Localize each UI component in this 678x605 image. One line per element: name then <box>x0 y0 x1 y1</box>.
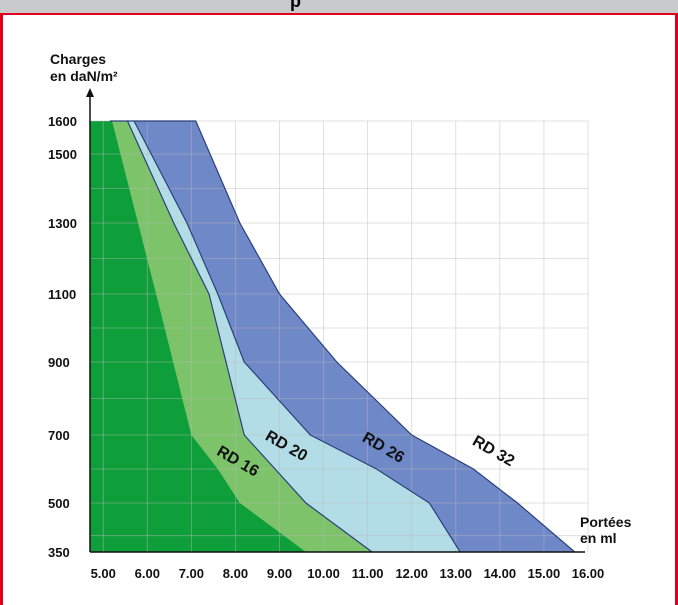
x-axis-title-line1: Portées <box>580 514 632 530</box>
tick-label-layer: 5.00 6.00 7.00 8.00 9.00 10.00 11.00 12.00 13.00… <box>48 114 604 581</box>
y-tick-label: 700 <box>48 428 70 443</box>
y-tick-label: 900 <box>48 355 70 370</box>
x-tick-label: 6.00 <box>135 566 160 581</box>
y-tick-label: 1100 <box>48 287 76 302</box>
x-tick-label: 15.00 <box>528 566 561 581</box>
series-line-rd32 <box>134 120 576 553</box>
x-tick-label: 5.00 <box>91 566 116 581</box>
y-axis-title-line1: Charges <box>50 51 106 67</box>
y-tick-label: 1600 <box>48 114 77 129</box>
y-axis-arrow <box>86 88 94 97</box>
x-tick-label: 7.00 <box>179 566 204 581</box>
axis-layer <box>86 88 585 553</box>
x-tick-label: 13.00 <box>440 566 473 581</box>
grid-layer <box>90 120 589 552</box>
x-tick-label: 12.00 <box>395 566 428 581</box>
y-axis-title-line2: en daN/m² <box>50 68 118 84</box>
series-line-rd26 <box>127 120 461 553</box>
series-layer <box>90 121 575 552</box>
x-tick-label: 14.00 <box>484 566 517 581</box>
header-title: p <box>290 0 301 11</box>
x-tick-label: 10.00 <box>307 566 340 581</box>
series-outline-layer <box>109 120 576 553</box>
series-area-rd16 <box>90 121 306 552</box>
y-tick-label: 500 <box>48 496 70 511</box>
x-tick-label: 11.00 <box>352 566 384 581</box>
frame-right-border <box>675 13 678 605</box>
series-line-rd20 <box>109 120 373 553</box>
series-label-rd32: RD 32 <box>469 433 517 470</box>
frame-left-border <box>0 13 3 605</box>
x-tick-label: 16.00 <box>572 566 605 581</box>
x-tick-label: 9.00 <box>267 566 292 581</box>
y-tick-label: 350 <box>48 545 70 560</box>
y-tick-label: 1500 <box>48 147 77 162</box>
y-tick-label: 1300 <box>48 216 77 231</box>
x-tick-label: 8.00 <box>223 566 248 581</box>
x-axis-title-line2: en ml <box>580 530 617 546</box>
header-bar: p <box>0 0 678 15</box>
